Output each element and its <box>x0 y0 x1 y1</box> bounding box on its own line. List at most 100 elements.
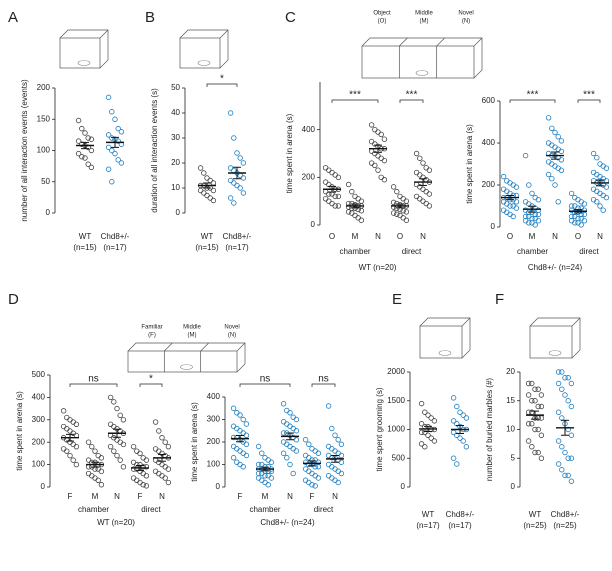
y-axis-label: time spent in arena (s) <box>465 124 474 204</box>
y-tick-label: 1500 <box>387 396 405 405</box>
data-point <box>594 154 600 161</box>
data-point <box>201 170 207 176</box>
arena-divider <box>398 37 408 78</box>
arena-animal <box>77 60 91 66</box>
data-point <box>112 116 118 122</box>
y-axis-label: time spent in arena (s) <box>15 391 24 471</box>
arena-label: (O) <box>378 19 387 25</box>
y-tick-label: 20 <box>506 367 515 376</box>
data-point <box>532 386 538 392</box>
data-point <box>558 148 565 155</box>
data-point <box>197 187 204 194</box>
data-point <box>332 203 338 209</box>
data-point <box>329 200 335 207</box>
data-point <box>79 154 85 160</box>
significance-bracket <box>69 383 118 387</box>
data-point <box>322 188 329 195</box>
data-point <box>568 203 575 209</box>
data-point <box>418 429 425 436</box>
n-label: (n=15) <box>195 243 219 252</box>
data-point <box>326 167 332 173</box>
data-point <box>559 467 565 473</box>
data-point <box>368 138 375 145</box>
data-point <box>529 421 535 427</box>
data-point <box>420 186 426 192</box>
data-point <box>581 217 588 224</box>
data-point <box>413 169 420 176</box>
data-point <box>420 198 426 204</box>
data-point <box>306 479 312 486</box>
data-point <box>463 444 470 450</box>
data-point <box>423 200 429 207</box>
panel-letter: C <box>285 9 296 26</box>
significance-label: *** <box>349 90 361 101</box>
data-point <box>162 439 168 445</box>
data-point <box>237 172 243 179</box>
data-point <box>143 457 150 463</box>
data-point <box>535 403 541 410</box>
y-axis-label: time spent in arena (s) <box>190 402 199 482</box>
data-point <box>325 461 332 468</box>
data-point <box>329 464 335 470</box>
data-point <box>555 199 561 205</box>
group-label: direct <box>314 505 334 514</box>
n-label: (n=17) <box>103 243 127 252</box>
data-point <box>105 94 112 101</box>
data-point <box>120 417 127 423</box>
data-point <box>287 443 293 450</box>
data-point <box>162 464 168 470</box>
data-point <box>545 171 552 178</box>
n-label: (n=17) <box>448 521 472 530</box>
arena-label: Novel <box>458 11 473 17</box>
data-point <box>70 441 76 448</box>
y-tick-label: 600 <box>482 96 496 105</box>
data-point <box>603 184 610 190</box>
data-point <box>413 193 420 200</box>
data-point <box>575 215 581 222</box>
data-point <box>117 412 123 419</box>
n-label: (n=15) <box>73 243 97 252</box>
data-point <box>375 129 381 135</box>
data-point <box>338 470 345 477</box>
data-point <box>375 153 381 159</box>
data-point <box>454 421 460 427</box>
data-point <box>115 157 121 163</box>
data-point <box>535 426 541 433</box>
data-point <box>231 167 237 174</box>
group-label: direct <box>141 505 161 514</box>
data-point <box>85 135 91 141</box>
data-point <box>568 478 575 484</box>
data-point <box>332 466 338 472</box>
y-tick-label: 100 <box>32 460 46 469</box>
data-point <box>555 133 561 140</box>
data-point <box>73 461 80 468</box>
data-point <box>600 207 606 213</box>
data-point <box>378 174 384 181</box>
data-point <box>513 199 520 205</box>
arena-front <box>127 350 238 373</box>
data-point <box>140 464 146 470</box>
data-point <box>109 109 115 115</box>
data-point <box>529 444 535 450</box>
data-point <box>450 455 457 461</box>
data-point <box>413 181 420 188</box>
data-point <box>335 174 342 181</box>
data-point <box>559 415 565 421</box>
y-tick-label: 500 <box>32 370 46 379</box>
arena-back <box>179 29 229 69</box>
data-point <box>422 429 428 436</box>
data-point <box>92 448 98 454</box>
x-tick-label: N <box>375 232 381 241</box>
data-point <box>538 392 545 398</box>
arena-label: Middle <box>183 325 201 331</box>
data-point <box>243 441 250 447</box>
data-point <box>559 386 565 392</box>
data-point <box>290 470 296 477</box>
data-point <box>237 185 243 191</box>
data-point <box>568 432 575 438</box>
group-label: direct <box>579 247 599 256</box>
data-point <box>302 466 309 472</box>
data-point <box>156 470 162 477</box>
data-point <box>358 198 365 204</box>
data-point <box>89 473 95 479</box>
